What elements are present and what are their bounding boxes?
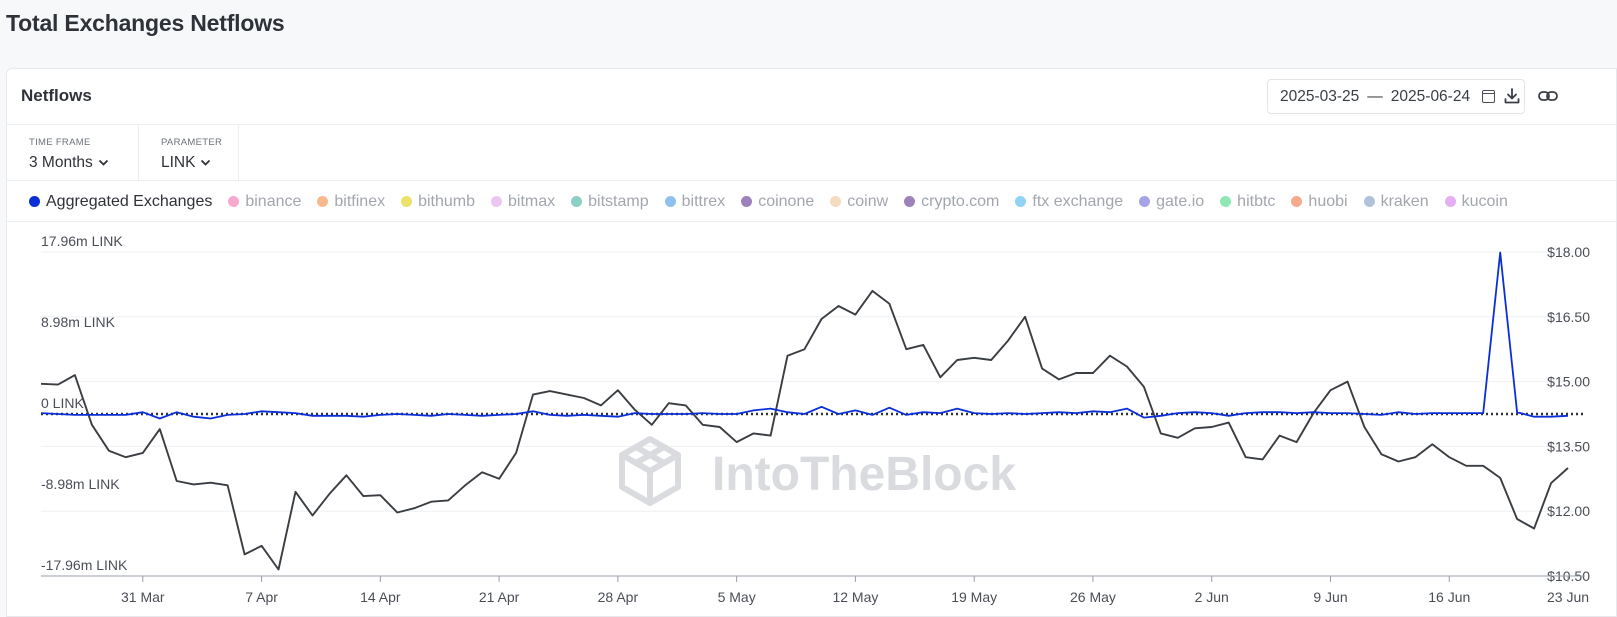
legend-dot xyxy=(830,196,842,207)
legend-item[interactable]: coinone xyxy=(741,193,814,211)
date-end: 2025-06-24 xyxy=(1390,87,1471,105)
x-tick-label: 31 Mar xyxy=(121,589,165,605)
legend-item[interactable]: bitfinex xyxy=(317,193,385,211)
legend-dot xyxy=(664,196,676,207)
x-tick-label: 16 Jun xyxy=(1428,589,1470,605)
y-right-tick-label: $18.00 xyxy=(1547,244,1590,260)
link-icon[interactable] xyxy=(1537,85,1559,107)
y-left-tick-label: 0 LINK xyxy=(41,395,84,411)
legend-label: coinone xyxy=(758,192,815,210)
legend-item[interactable]: crypto.com xyxy=(904,193,999,211)
date-separator: — xyxy=(1367,87,1383,105)
legend-dot xyxy=(904,196,916,207)
chart-controls: TIME FRAME 3 Months PARAMETER LINK xyxy=(7,125,1616,181)
x-tick-label: 7 Apr xyxy=(245,589,278,605)
watermark-text: IntoTheBlock xyxy=(712,448,1016,501)
card-title: Netflows xyxy=(21,86,92,105)
legend-dot xyxy=(228,196,240,207)
legend-dot xyxy=(1444,196,1456,207)
legend-item[interactable]: gate.io xyxy=(1139,193,1204,211)
legend-dot xyxy=(741,196,753,207)
legend-dot xyxy=(1363,196,1375,207)
y-left-tick-label: -8.98m LINK xyxy=(41,476,120,492)
legend-label: huobi xyxy=(1308,192,1348,210)
y-left-tick-label: 8.98m LINK xyxy=(41,314,116,330)
legend-label: coinw xyxy=(847,192,889,210)
x-tick-label: 26 May xyxy=(1070,589,1116,605)
legend-dot xyxy=(571,196,583,207)
legend-label: bithumb xyxy=(418,192,476,210)
legend-dot xyxy=(1291,196,1303,207)
legend-label: gate.io xyxy=(1156,192,1205,210)
chevron-down-icon xyxy=(201,159,211,166)
chevron-down-icon xyxy=(98,159,108,166)
legend-dot xyxy=(1139,196,1151,207)
legend-label: bitfinex xyxy=(334,192,386,210)
legend-label: bitmax xyxy=(508,192,556,210)
x-tick-label: 12 May xyxy=(832,589,878,605)
legend-item[interactable]: kucoin xyxy=(1444,192,1508,211)
timeframe-value: 3 Months xyxy=(29,154,93,171)
y-right-tick-label: $16.50 xyxy=(1547,309,1590,325)
y-left-tick-label: -17.96m LINK xyxy=(41,557,128,573)
y-right-tick-label: $12.00 xyxy=(1547,503,1590,519)
timeframe-label: TIME FRAME xyxy=(29,137,91,148)
legend-item[interactable]: bitmax xyxy=(491,193,555,211)
netflows-card: Netflows 2025-03-25 — 2025-06-24 TIME FR… xyxy=(6,68,1617,617)
x-tick-label: 28 Apr xyxy=(598,589,639,605)
legend-label: hitbtc xyxy=(1237,192,1276,210)
x-tick-label: 9 Jun xyxy=(1313,589,1347,605)
x-tick-label: 19 May xyxy=(951,589,997,605)
legend-dot xyxy=(29,196,40,207)
netflow-series-line xyxy=(40,251,1569,420)
legend-item[interactable]: hitbtc xyxy=(1220,193,1275,211)
x-tick-label: 14 Apr xyxy=(360,589,401,605)
legend-item[interactable]: Aggregated Exchanges xyxy=(29,193,212,211)
legend-item[interactable]: binance xyxy=(228,193,301,211)
timeframe-value-wrap: 3 Months xyxy=(29,154,109,172)
y-left-tick-label: 17.96m LINK xyxy=(41,233,123,249)
date-range-picker[interactable]: 2025-03-25 — 2025-06-24 xyxy=(1267,79,1525,114)
legend-item[interactable]: coinw xyxy=(830,193,888,211)
legend-label: crypto.com xyxy=(921,192,1000,210)
date-start: 2025-03-25 xyxy=(1280,87,1360,105)
parameter-value-wrap: LINK xyxy=(161,154,211,172)
parameter-select[interactable]: PARAMETER LINK xyxy=(139,125,239,181)
legend-label: Aggregated Exchanges xyxy=(46,192,213,210)
download-icon[interactable] xyxy=(1501,85,1523,107)
x-tick-label: 23 Jun xyxy=(1547,589,1589,605)
card-header: Netflows 2025-03-25 — 2025-06-24 xyxy=(7,69,1616,125)
legend-item[interactable]: bittrex xyxy=(664,192,726,211)
calendar-icon[interactable] xyxy=(1482,90,1496,103)
legend-label: bittrex xyxy=(681,192,726,210)
chart-legend: Aggregated Exchanges binance bitfinex bithu… xyxy=(7,182,1616,222)
legend-label: ftx exchange xyxy=(1032,192,1124,210)
legend-item[interactable]: ftx exchange xyxy=(1015,193,1123,211)
watermark-logo-icon xyxy=(619,436,681,506)
legend-dot xyxy=(401,196,413,207)
legend-label: kucoin xyxy=(1461,192,1508,210)
legend-item[interactable]: bithumb xyxy=(401,193,475,211)
legend-dot xyxy=(491,196,503,207)
parameter-value: LINK xyxy=(161,154,196,171)
x-tick-label: 2 Jun xyxy=(1195,589,1229,605)
legend-label: binance xyxy=(245,192,302,210)
legend-item[interactable]: kraken xyxy=(1363,192,1429,211)
legend-label: bitstamp xyxy=(588,192,649,210)
y-right-tick-label: $15.00 xyxy=(1547,374,1590,390)
legend-label: kraken xyxy=(1380,192,1429,210)
y-right-tick-label: $13.50 xyxy=(1547,438,1590,454)
x-tick-label: 21 Apr xyxy=(479,589,520,605)
legend-dot xyxy=(1220,196,1232,207)
legend-item[interactable]: huobi xyxy=(1291,192,1348,211)
legend-item[interactable]: bitstamp xyxy=(571,192,649,211)
legend-dot xyxy=(1015,196,1027,207)
page-title: Total Exchanges Netflows xyxy=(6,10,285,36)
timeframe-select[interactable]: TIME FRAME 3 Months xyxy=(7,125,139,181)
x-tick-label: 5 May xyxy=(718,589,756,605)
price-series-line xyxy=(40,289,1569,571)
parameter-label: PARAMETER xyxy=(161,137,223,148)
legend-dot xyxy=(317,196,329,207)
